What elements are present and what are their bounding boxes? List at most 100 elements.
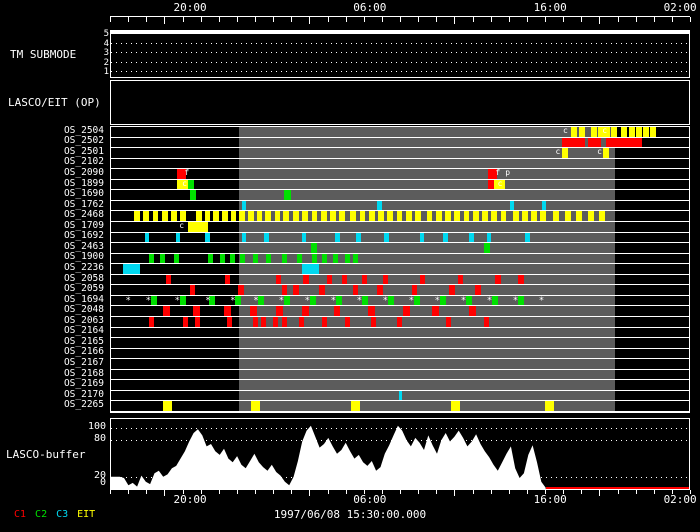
event-marker[interactable] — [454, 211, 461, 221]
event-marker[interactable] — [122, 264, 140, 274]
event-marker[interactable] — [275, 306, 283, 316]
event-marker[interactable] — [435, 211, 442, 221]
event-marker[interactable] — [310, 295, 317, 306]
event-marker[interactable] — [332, 253, 339, 264]
event-marker[interactable] — [419, 232, 425, 243]
event-marker[interactable] — [475, 285, 481, 295]
event-marker[interactable] — [352, 285, 359, 295]
event-marker[interactable] — [588, 137, 602, 148]
os-row[interactable]: * * * * * * * * * * * * * * * * * — [111, 295, 689, 307]
event-marker[interactable] — [311, 211, 318, 221]
event-marker[interactable] — [486, 232, 492, 243]
event-marker[interactable] — [301, 306, 309, 316]
event-marker[interactable] — [345, 317, 351, 327]
event-marker[interactable] — [180, 211, 187, 221]
event-marker[interactable] — [175, 232, 181, 243]
event-marker[interactable] — [284, 295, 291, 306]
event-marker[interactable] — [388, 295, 395, 306]
event-marker[interactable] — [483, 243, 490, 253]
os-row[interactable] — [111, 274, 689, 286]
event-marker[interactable] — [261, 317, 267, 327]
event-marker[interactable] — [221, 211, 228, 221]
event-marker[interactable] — [204, 211, 211, 221]
event-marker[interactable] — [387, 211, 394, 221]
event-marker[interactable] — [525, 232, 531, 243]
event-marker[interactable] — [230, 253, 236, 264]
event-marker[interactable] — [440, 295, 447, 306]
event-marker[interactable] — [376, 285, 383, 295]
os-row[interactable] — [111, 369, 689, 381]
event-marker[interactable] — [635, 127, 643, 137]
event-marker[interactable] — [564, 211, 571, 221]
event-marker[interactable] — [223, 306, 231, 316]
event-marker[interactable] — [482, 211, 488, 221]
event-marker[interactable] — [302, 211, 309, 221]
event-marker[interactable] — [134, 211, 140, 221]
event-marker[interactable] — [649, 127, 657, 137]
event-marker[interactable] — [597, 127, 605, 137]
event-marker[interactable] — [362, 295, 369, 306]
os-row[interactable] — [111, 190, 689, 201]
event-marker[interactable] — [335, 232, 340, 243]
os-row[interactable] — [111, 200, 689, 212]
event-marker[interactable] — [321, 317, 328, 327]
event-marker[interactable] — [531, 211, 537, 221]
os-row[interactable] — [111, 253, 689, 265]
event-marker[interactable] — [446, 317, 452, 327]
event-marker[interactable] — [382, 274, 388, 285]
event-marker[interactable] — [541, 200, 547, 211]
event-marker[interactable] — [177, 169, 186, 179]
os-row[interactable] — [111, 232, 689, 244]
event-marker[interactable] — [368, 211, 375, 221]
event-marker[interactable] — [298, 317, 305, 327]
event-marker[interactable] — [187, 222, 209, 232]
event-marker[interactable] — [281, 317, 287, 327]
event-marker[interactable] — [258, 295, 265, 306]
event-marker[interactable] — [301, 264, 320, 274]
event-marker[interactable] — [445, 211, 451, 221]
event-marker[interactable] — [540, 211, 547, 221]
event-marker[interactable] — [193, 306, 201, 316]
event-marker[interactable] — [189, 285, 196, 295]
event-marker[interactable] — [163, 306, 170, 316]
event-marker[interactable] — [180, 295, 187, 306]
event-marker[interactable] — [256, 211, 263, 221]
os-row[interactable] — [111, 158, 689, 170]
event-marker[interactable] — [472, 211, 479, 221]
event-marker[interactable] — [226, 317, 232, 327]
event-marker[interactable] — [605, 137, 642, 148]
event-marker[interactable] — [449, 285, 455, 295]
event-marker[interactable] — [350, 401, 361, 411]
os-row[interactable] — [111, 285, 689, 296]
event-marker[interactable] — [494, 179, 505, 190]
os-row[interactable] — [111, 306, 689, 317]
event-marker[interactable] — [376, 200, 382, 211]
event-marker[interactable] — [320, 211, 327, 221]
event-marker[interactable] — [143, 211, 150, 221]
event-marker[interactable] — [576, 211, 583, 221]
event-marker[interactable] — [469, 232, 474, 243]
event-marker[interactable] — [457, 274, 464, 285]
event-marker[interactable] — [359, 211, 366, 221]
event-marker[interactable] — [509, 200, 515, 211]
event-marker[interactable] — [339, 211, 346, 221]
event-marker[interactable] — [239, 253, 246, 264]
event-marker[interactable] — [356, 232, 361, 243]
event-marker[interactable] — [483, 317, 490, 327]
event-marker[interactable] — [238, 285, 244, 295]
event-marker[interactable] — [342, 274, 348, 285]
event-marker[interactable] — [224, 274, 231, 285]
event-marker[interactable] — [326, 274, 332, 285]
event-marker[interactable] — [310, 243, 317, 253]
event-marker[interactable] — [241, 232, 247, 243]
os-row[interactable] — [111, 264, 689, 275]
event-marker[interactable] — [148, 253, 154, 264]
event-marker[interactable] — [174, 253, 180, 264]
event-marker[interactable] — [230, 211, 237, 221]
os-row[interactable] — [111, 390, 689, 402]
event-marker[interactable] — [411, 285, 418, 295]
event-marker[interactable] — [194, 317, 201, 327]
